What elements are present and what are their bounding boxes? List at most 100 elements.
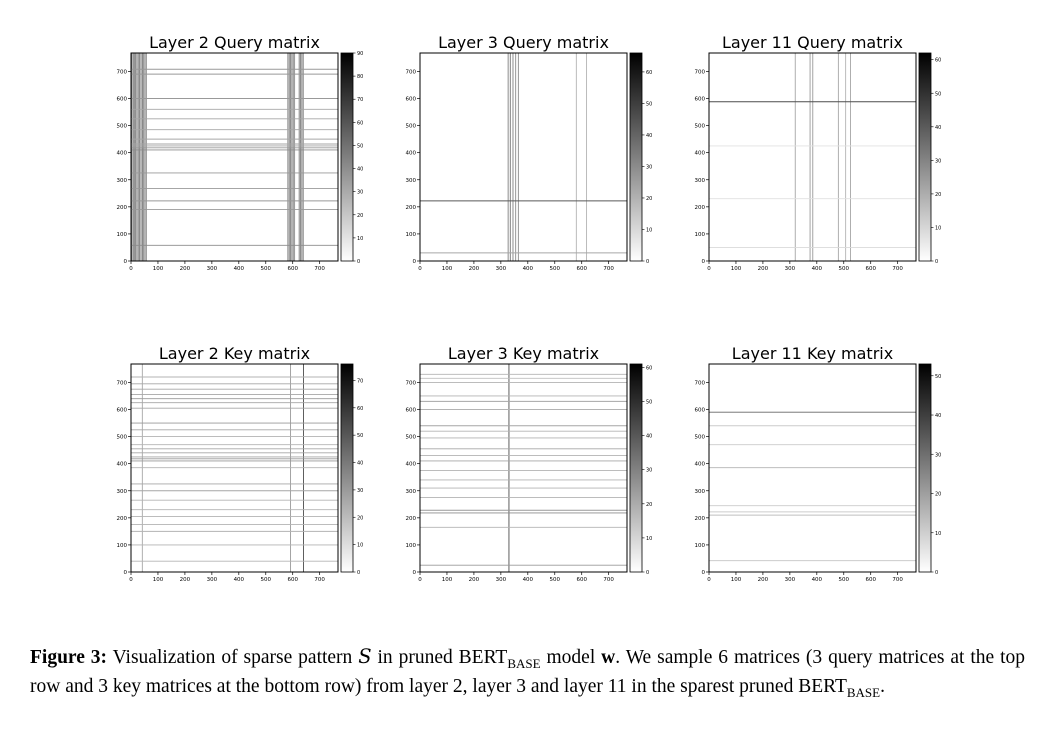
colorbar-tick-label: 50 <box>935 91 941 97</box>
x-tick-label: 700 <box>314 266 325 272</box>
y-tick-label: 0 <box>702 570 706 576</box>
y-tick-label: 400 <box>695 151 706 157</box>
colorbar <box>629 363 643 573</box>
y-tick-label: 700 <box>695 380 706 386</box>
y-tick-label: 100 <box>117 543 128 549</box>
x-tick-label: 700 <box>892 577 903 583</box>
plot-frame <box>419 363 628 573</box>
x-tick-label: 0 <box>707 577 711 583</box>
colorbar-tick-label: 60 <box>357 406 363 412</box>
x-tick-label: 500 <box>550 266 561 272</box>
caption-bert-1: BERTBASE <box>458 647 541 671</box>
plot-frame <box>130 363 339 573</box>
x-tick-label: 100 <box>731 266 742 272</box>
colorbar-tick-label: 0 <box>357 259 360 265</box>
y-tick-label: 600 <box>695 97 706 103</box>
panel-title: Layer 3 Key matrix <box>448 344 599 363</box>
colorbar-tick-label: 0 <box>935 570 938 576</box>
colorbar-tick-label: 40 <box>357 461 363 467</box>
y-tick-label: 300 <box>117 489 128 495</box>
x-tick-label: 500 <box>261 266 272 272</box>
y-tick-label: 200 <box>117 516 128 522</box>
colorbar-tick-label: 60 <box>935 58 941 64</box>
x-tick-label: 500 <box>550 577 561 583</box>
colorbar-tick-label: 50 <box>357 433 363 439</box>
y-tick-label: 700 <box>406 380 417 386</box>
colorbar-tick-label: 20 <box>357 213 363 219</box>
y-tick-label: 500 <box>406 435 417 441</box>
caption-text-4: . We sample 6 matrices (3 query matrices… <box>30 647 1026 697</box>
colorbar-tick-label: 30 <box>935 452 941 458</box>
x-tick-label: 300 <box>496 577 507 583</box>
y-tick-label: 300 <box>406 178 417 184</box>
y-tick-label: 200 <box>406 516 417 522</box>
x-tick-label: 300 <box>207 577 218 583</box>
y-tick-label: 100 <box>117 232 128 238</box>
y-tick-label: 0 <box>124 259 128 265</box>
colorbar-tick-label: 20 <box>935 192 941 198</box>
colorbar-tick-label: 30 <box>357 488 363 494</box>
colorbar-tick-label: 40 <box>357 167 363 173</box>
caption-label: Figure 3: <box>30 647 108 668</box>
y-tick-label: 500 <box>695 435 706 441</box>
colorbar-tick-label: 10 <box>646 536 652 542</box>
colorbar-tick-label: 50 <box>935 374 941 380</box>
y-tick-label: 400 <box>406 462 417 468</box>
colorbar-tick-label: 20 <box>646 196 652 202</box>
x-tick-label: 600 <box>576 577 587 583</box>
plot-frame <box>130 52 339 262</box>
colorbar-tick-label: 0 <box>935 259 938 265</box>
colorbar-tick-label: 70 <box>357 97 363 103</box>
colorbar-tick-label: 10 <box>935 225 941 231</box>
colorbar-tick-label: 40 <box>646 133 652 139</box>
caption-text-2: in pruned <box>377 647 453 668</box>
x-tick-label: 400 <box>234 577 245 583</box>
colorbar-tick-label: 0 <box>646 259 649 265</box>
y-tick-label: 200 <box>695 516 706 522</box>
x-tick-label: 200 <box>758 266 769 272</box>
colorbar <box>340 52 354 262</box>
colorbar-tick-label: 60 <box>646 365 652 371</box>
colorbar-tick-label: 80 <box>357 74 363 80</box>
y-tick-label: 600 <box>117 408 128 414</box>
colorbar <box>340 363 354 573</box>
colorbar-tick-label: 30 <box>646 468 652 474</box>
colorbar <box>918 52 932 262</box>
x-tick-label: 100 <box>153 266 164 272</box>
y-tick-label: 400 <box>695 462 706 468</box>
colorbar-tick-label: 20 <box>646 502 652 508</box>
x-tick-label: 200 <box>180 577 191 583</box>
y-tick-label: 200 <box>695 205 706 211</box>
colorbar-tick-label: 50 <box>646 101 652 107</box>
y-tick-label: 0 <box>413 259 417 265</box>
x-tick-label: 0 <box>129 266 133 272</box>
colorbar-tick-label: 60 <box>357 120 363 126</box>
x-tick-label: 100 <box>731 577 742 583</box>
colorbar-tick-label: 0 <box>646 570 649 576</box>
y-tick-label: 400 <box>406 151 417 157</box>
colorbar-tick-label: 20 <box>935 492 941 498</box>
y-tick-label: 500 <box>406 124 417 130</box>
y-tick-label: 700 <box>117 69 128 75</box>
y-tick-label: 700 <box>406 69 417 75</box>
plot-area <box>420 364 627 572</box>
x-tick-label: 400 <box>234 266 245 272</box>
caption-text-1: Visualization of sparse pattern <box>112 647 353 668</box>
plot-frame <box>419 52 628 262</box>
panel-title: Layer 2 Query matrix <box>149 33 320 52</box>
x-tick-label: 100 <box>442 266 453 272</box>
x-tick-label: 200 <box>180 266 191 272</box>
figure-caption: Figure 3: Visualization of sparse patter… <box>30 645 1025 704</box>
plot-frame <box>708 52 917 262</box>
x-tick-label: 200 <box>469 577 480 583</box>
x-tick-label: 200 <box>758 577 769 583</box>
y-tick-label: 300 <box>695 178 706 184</box>
y-tick-label: 500 <box>695 124 706 130</box>
y-tick-label: 500 <box>117 124 128 130</box>
y-tick-label: 100 <box>695 543 706 549</box>
